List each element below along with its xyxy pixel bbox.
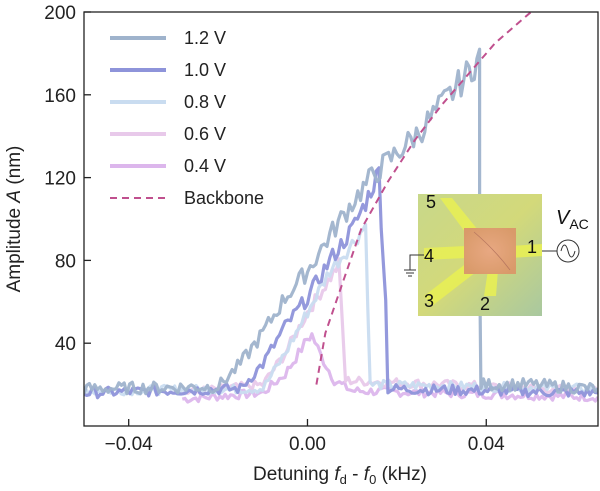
electrode-label-2: 2 xyxy=(480,294,490,314)
vac-label: VAC xyxy=(556,207,589,232)
electrode-label-4: 4 xyxy=(424,246,434,266)
ticks-layer: −0.04 0.00 0.04 40 80 120 160 200 xyxy=(44,3,505,455)
y-tick-label: 80 xyxy=(55,251,76,272)
legend-label: 0.4 V xyxy=(184,156,226,176)
x-tick-label: −0.04 xyxy=(105,434,154,455)
x-axis-label: Detuning fd - f0 (kHz) xyxy=(253,464,427,487)
ground-icon xyxy=(404,254,424,277)
legend-label: Backbone xyxy=(184,188,264,208)
device-inset: 5 4 1 3 2 VAC xyxy=(404,192,589,316)
series-line-backbone xyxy=(315,12,532,385)
electrode-2-lead xyxy=(484,270,498,296)
y-tick-label: 120 xyxy=(44,169,76,190)
electrode-3-lead xyxy=(424,262,476,306)
electrode-label-5: 5 xyxy=(426,192,436,212)
series-line-1-2-v xyxy=(84,47,598,396)
x-tick-label: 0.00 xyxy=(289,434,326,455)
ac-source-icon xyxy=(556,239,580,263)
legend-label: 1.2 V xyxy=(184,28,226,48)
electrode-5-lead xyxy=(440,198,478,236)
electrode-1-lead xyxy=(510,244,542,258)
electrode-label-1: 1 xyxy=(527,237,537,257)
x-tick-label: 0.04 xyxy=(468,434,505,455)
y-axis-label: Amplitude A (nm) xyxy=(4,146,25,293)
legend: 1.2 V 1.0 V 0.8 V 0.6 V 0.4 V Backbone xyxy=(110,28,264,208)
series-layer xyxy=(84,12,598,404)
series-line-1-0-v xyxy=(84,166,598,400)
membrane-crack xyxy=(473,231,511,271)
legend-label: 0.8 V xyxy=(184,92,226,112)
y-tick-label: 40 xyxy=(55,334,76,355)
plot-frame xyxy=(83,11,599,427)
y-tick-label: 160 xyxy=(44,86,76,107)
electrode-4-lead xyxy=(424,246,466,260)
electrode-label-3: 3 xyxy=(424,291,434,311)
legend-label: 0.6 V xyxy=(184,124,226,144)
legend-label: 1.0 V xyxy=(184,60,226,80)
y-tick-label: 200 xyxy=(44,3,76,24)
